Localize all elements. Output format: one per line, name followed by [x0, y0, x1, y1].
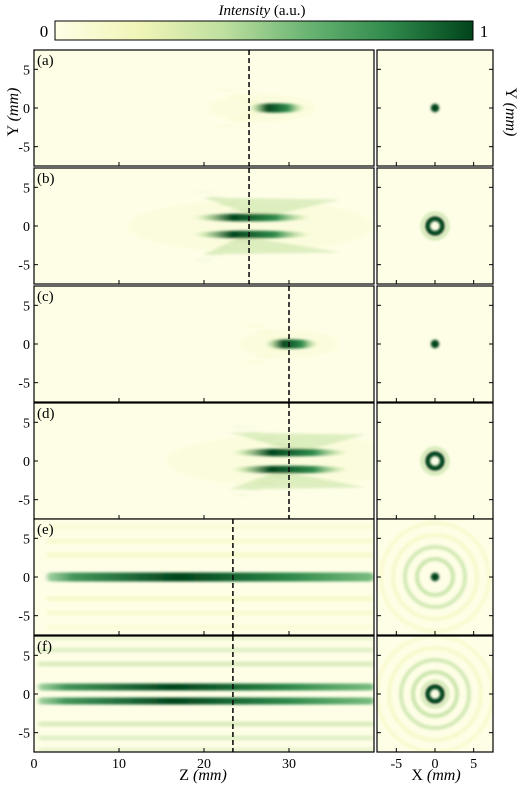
right-xlabel: X (mm) — [411, 767, 460, 784]
focal-spot — [430, 339, 440, 349]
ytick-label: -5 — [18, 377, 30, 392]
ytick-label: -5 — [18, 727, 30, 742]
xy-plot-background — [377, 636, 493, 752]
panel-b: (b) 5 0 -5 — [18, 167, 494, 285]
ytick-label: 5 — [23, 416, 30, 431]
colorbar-min-label: 0 — [40, 22, 49, 41]
panel-label: (d) — [37, 406, 55, 422]
left-xtick-label: 30 — [282, 757, 296, 772]
colorbar-gradient — [54, 20, 474, 41]
beam — [263, 339, 319, 349]
panel-f: (f) 5 0 -5 — [18, 635, 494, 753]
colorbar-title-italic: Intensity — [217, 3, 270, 19]
xy-intensity-map — [430, 339, 440, 349]
panel-label: (c) — [37, 289, 54, 305]
zy-intensity-map — [38, 636, 374, 752]
ytick-label: 0 — [23, 220, 30, 235]
ytick-label: 5 — [23, 63, 30, 78]
ytick-label: 0 — [23, 688, 30, 703]
ytick-label: 0 — [23, 338, 30, 353]
ytick-label: -5 — [18, 141, 30, 156]
xy-intensity-map — [377, 636, 493, 752]
left-xtick-label: 20 — [197, 757, 211, 772]
zy-intensity-map — [166, 425, 374, 497]
panel-a: (a) 5 0 -5 — [18, 49, 494, 167]
ytick-label: 0 — [23, 102, 30, 117]
ytick-label: 5 — [23, 649, 30, 664]
right-xtick-label: 0 — [432, 757, 439, 772]
beam — [246, 103, 306, 113]
left-y-axis-title: Y (mm) — [5, 88, 22, 137]
ytick-label: 5 — [23, 532, 30, 547]
ytick-label: -5 — [18, 610, 30, 625]
xy-intensity-map — [420, 211, 450, 241]
zy-intensity-map — [128, 190, 374, 262]
focal-ring — [425, 451, 445, 471]
panel-label: (e) — [37, 522, 54, 538]
left-xtick-label: 0 — [31, 757, 38, 772]
beam — [188, 197, 340, 255]
ytick-label: -5 — [18, 259, 30, 274]
zy-intensity-map — [46, 524, 374, 630]
focal-ring — [425, 684, 445, 704]
beam — [227, 432, 366, 490]
panel-label: (b) — [37, 171, 55, 187]
xy-plot-background — [377, 168, 493, 284]
xy-plot-background — [377, 403, 493, 519]
ytick-label: -5 — [18, 494, 30, 509]
colorbar-title: Intensity (a.u.) — [217, 3, 305, 19]
colorbar-title-unit: (a.u.) — [274, 3, 306, 19]
panels: (a)50-5(b)50-5(c)50-5(d)50-5(e)50-5(f)50… — [18, 49, 494, 772]
focal-ring — [425, 216, 445, 236]
focal-spot — [430, 103, 440, 113]
interference-ripples — [166, 425, 374, 497]
left-xlabel: Z (mm) — [179, 767, 227, 784]
right-ylabel: Y (mm) — [502, 88, 519, 137]
xy-intensity-map — [420, 446, 450, 476]
panel-c: (c) 5 0 -5 — [18, 285, 494, 403]
beam — [46, 572, 374, 582]
left-xtick-label: 10 — [112, 757, 126, 772]
xy-intensity-map — [430, 103, 440, 113]
panel-d: (d) 5 0 -5 — [18, 402, 494, 520]
bessel-rings — [46, 524, 374, 630]
right-xtick-label: -5 — [390, 757, 402, 772]
focal-spot — [430, 572, 440, 582]
bessel-rings — [38, 636, 374, 752]
beam — [38, 683, 374, 705]
left-ylabel: Y (mm) — [5, 88, 22, 137]
colorbar-max-label: 1 — [480, 22, 489, 41]
colorbar: Intensity (a.u.) 0 1 — [40, 3, 489, 41]
zy-intensity-map — [205, 82, 316, 134]
right-xtick-label: 5 — [470, 757, 477, 772]
ytick-label: 0 — [23, 571, 30, 586]
ytick-label: 0 — [23, 455, 30, 470]
right-y-axis-title: Y (mm) — [502, 88, 519, 137]
zy-plot-background — [34, 636, 374, 752]
ytick-label: 5 — [23, 299, 30, 314]
panel-label: (a) — [37, 53, 54, 69]
zy-plot-background — [34, 50, 374, 166]
panel-label: (f) — [37, 639, 52, 655]
ytick-label: 5 — [23, 181, 30, 196]
panel-e: (e) 5 0 -5 — [18, 518, 494, 636]
